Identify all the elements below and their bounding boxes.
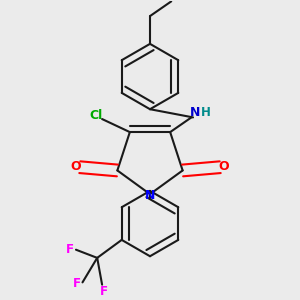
Text: N: N xyxy=(145,189,155,202)
Text: O: O xyxy=(219,160,230,173)
Text: Cl: Cl xyxy=(90,109,103,122)
Text: H: H xyxy=(201,106,211,119)
Text: F: F xyxy=(73,277,81,290)
Text: F: F xyxy=(100,285,108,298)
Text: N: N xyxy=(190,106,200,119)
Text: O: O xyxy=(70,160,81,173)
Text: F: F xyxy=(66,243,74,256)
